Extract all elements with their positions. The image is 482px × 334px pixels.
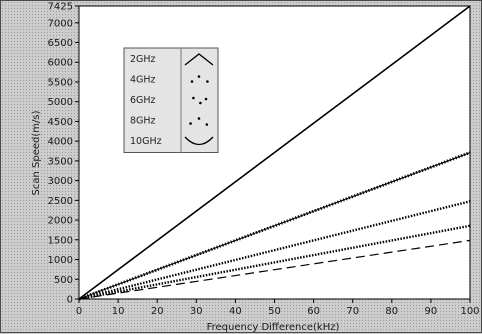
- legend-sample-dot: [197, 117, 201, 120]
- x-tick-label: 80: [385, 306, 398, 317]
- y-tick-label: 1000: [48, 255, 73, 266]
- legend-item[interactable]: 10GHz: [130, 136, 214, 147]
- x-tick-label: 40: [229, 306, 242, 317]
- legend-sample-dot: [189, 122, 192, 125]
- x-tick-label: 90: [425, 306, 438, 317]
- legend-label: 8GHz: [130, 116, 156, 127]
- legend-box: [123, 47, 219, 153]
- y-tick-label: 6000: [48, 58, 73, 69]
- legend-sample-dot: [197, 75, 201, 78]
- y-tick-label: 6500: [48, 38, 73, 49]
- series-line-2GHz: [78, 5, 471, 300]
- y-tick-label: 2500: [48, 196, 73, 207]
- series-lines: [78, 5, 471, 301]
- y-tick-label: 0: [67, 295, 73, 306]
- y-axis-ticks: 0 500 1000 1500 2000 2500 3000 3500 4000 4500 5000…: [48, 2, 79, 306]
- legend-label: 2GHz: [130, 54, 156, 65]
- y-tick-label: 7425: [48, 2, 73, 13]
- legend-sample-dot: [205, 123, 209, 126]
- legend-label: 4GHz: [130, 75, 156, 86]
- legend-item[interactable]: 4GHz: [130, 75, 209, 86]
- x-tick-label: 20: [151, 306, 164, 317]
- series-line-core-4GHz: [78, 152, 471, 300]
- x-tick-label: 60: [307, 306, 320, 317]
- x-tick-label: 30: [190, 306, 203, 317]
- legend-sample-dot: [199, 101, 202, 105]
- x-tick-label: 10: [112, 306, 125, 317]
- legend-item[interactable]: 2GHz: [130, 53, 214, 66]
- y-tick-label: 4500: [48, 117, 73, 128]
- y-tick-label: 7000: [48, 18, 73, 29]
- y-tick-label: 5000: [48, 97, 73, 108]
- y-tick-label: 500: [54, 275, 73, 286]
- legend-item[interactable]: 6GHz: [130, 95, 208, 106]
- legend-sample-dot: [206, 80, 209, 83]
- legend-sample: [184, 136, 214, 146]
- legend-label: 6GHz: [130, 95, 156, 106]
- legend[interactable]: 2GHz 4GHz 6GHz 8GHz 10GHz: [123, 47, 219, 153]
- y-tick-label: 3000: [48, 176, 73, 187]
- legend-sample: [184, 53, 214, 66]
- x-tick-label: 100: [460, 306, 479, 317]
- y-tick-label: 3500: [48, 156, 73, 167]
- legend-item[interactable]: 8GHz: [130, 116, 209, 127]
- x-axis-ticks: 0 10 20 30 40 50 60 70 80 90 100: [76, 299, 480, 317]
- y-tick-label: 5500: [48, 77, 73, 88]
- y-tick-label: 4000: [48, 137, 73, 148]
- legend-sample-dot: [192, 96, 195, 100]
- legend-sample-dot: [204, 97, 208, 101]
- legend-label: 10GHz: [130, 136, 162, 147]
- y-tick-label: 2000: [48, 216, 73, 227]
- x-tick-label: 50: [268, 306, 281, 317]
- x-axis-title: Frequency Difference(kHz): [207, 322, 340, 333]
- legend-sample-dot: [190, 80, 194, 83]
- y-axis-title: Scan Speed(m/s): [31, 110, 42, 195]
- x-tick-label: 70: [346, 306, 359, 317]
- x-tick-label: 0: [76, 306, 82, 317]
- series-line-8GHz: [78, 224, 471, 301]
- series-line-10GHz: [78, 239, 471, 300]
- series-line-6GHz: [78, 200, 471, 301]
- y-tick-label: 1500: [48, 235, 73, 246]
